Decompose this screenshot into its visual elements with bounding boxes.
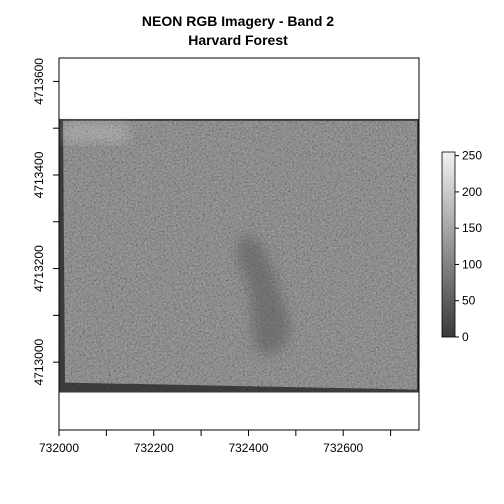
x-tick-label: 732600	[323, 441, 363, 455]
colorbar-tick-label: 100	[462, 257, 482, 271]
y-axis: 4713000 4713200 4713400 4713600	[32, 58, 60, 386]
x-axis: 732000 732200 732400 732600	[39, 429, 392, 455]
colorbar-tick-label: 200	[462, 185, 482, 199]
chart-subtitle: Harvard Forest	[188, 32, 288, 48]
colorbar-tick-label: 250	[462, 149, 482, 163]
y-tick-label: 4713400	[32, 151, 46, 198]
y-tick-label: 4713200	[32, 245, 46, 292]
x-tick-label: 732000	[39, 441, 79, 455]
colorbar-gradient-bar	[441, 151, 456, 338]
chart-title: NEON RGB Imagery - Band 2	[142, 13, 334, 29]
x-tick-label: 732200	[134, 441, 174, 455]
colorbar-tick-label: 150	[462, 221, 482, 235]
y-tick-label: 4713000	[32, 338, 46, 385]
raster-grain-overlay	[63, 120, 417, 390]
colorbar-tick-label: 0	[462, 330, 469, 344]
colorbar-legend: 0 50 100 150 200 250	[441, 149, 482, 344]
raster-image	[59, 118, 419, 393]
x-tick-label: 732400	[228, 441, 268, 455]
colorbar-tick-label: 50	[462, 294, 476, 308]
y-tick-label: 4713600	[32, 58, 46, 105]
